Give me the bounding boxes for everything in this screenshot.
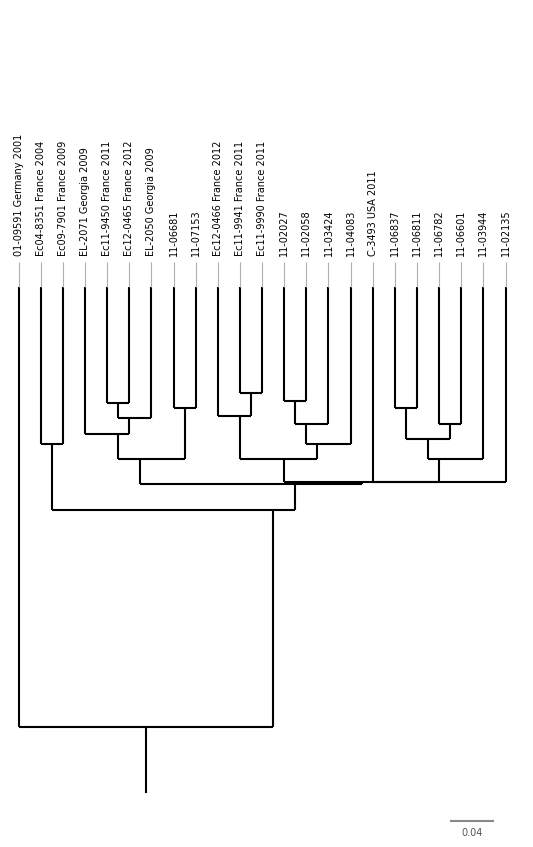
- Text: 11-03944: 11-03944: [479, 210, 488, 257]
- Text: Ec11-9450 France 2011: Ec11-9450 France 2011: [102, 141, 112, 257]
- Text: 11-06681: 11-06681: [168, 210, 179, 257]
- Text: C-3493 USA 2011: C-3493 USA 2011: [368, 171, 378, 257]
- Text: 11-06811: 11-06811: [412, 210, 422, 257]
- Text: Ec12-0466 France 2012: Ec12-0466 France 2012: [213, 141, 223, 257]
- Text: 11-03424: 11-03424: [324, 210, 334, 257]
- Text: 11-02027: 11-02027: [279, 210, 289, 257]
- Text: Ec12-0465 France 2012: Ec12-0465 France 2012: [124, 141, 134, 257]
- Text: 11-06837: 11-06837: [390, 210, 400, 257]
- Text: Ec11-9990 France 2011: Ec11-9990 France 2011: [257, 141, 267, 257]
- Text: Ec11-9941 France 2011: Ec11-9941 France 2011: [235, 141, 245, 257]
- Text: 11-02058: 11-02058: [301, 210, 311, 257]
- Text: EL-2050 Georgia 2009: EL-2050 Georgia 2009: [147, 147, 156, 257]
- Text: 0.04: 0.04: [462, 828, 483, 839]
- Text: 01-09591 Germany 2001: 01-09591 Germany 2001: [14, 134, 23, 257]
- Text: 11-06782: 11-06782: [434, 210, 444, 257]
- Text: Ec09-7901 France 2009: Ec09-7901 France 2009: [58, 141, 68, 257]
- Text: 11-02135: 11-02135: [500, 210, 511, 257]
- Text: 11-07153: 11-07153: [191, 210, 200, 257]
- Text: Ec04-8351 France 2004: Ec04-8351 France 2004: [36, 141, 46, 257]
- Text: 11-04083: 11-04083: [345, 210, 356, 257]
- Text: EL-2071 Georgia 2009: EL-2071 Georgia 2009: [80, 147, 90, 257]
- Text: 11-06601: 11-06601: [456, 210, 466, 257]
